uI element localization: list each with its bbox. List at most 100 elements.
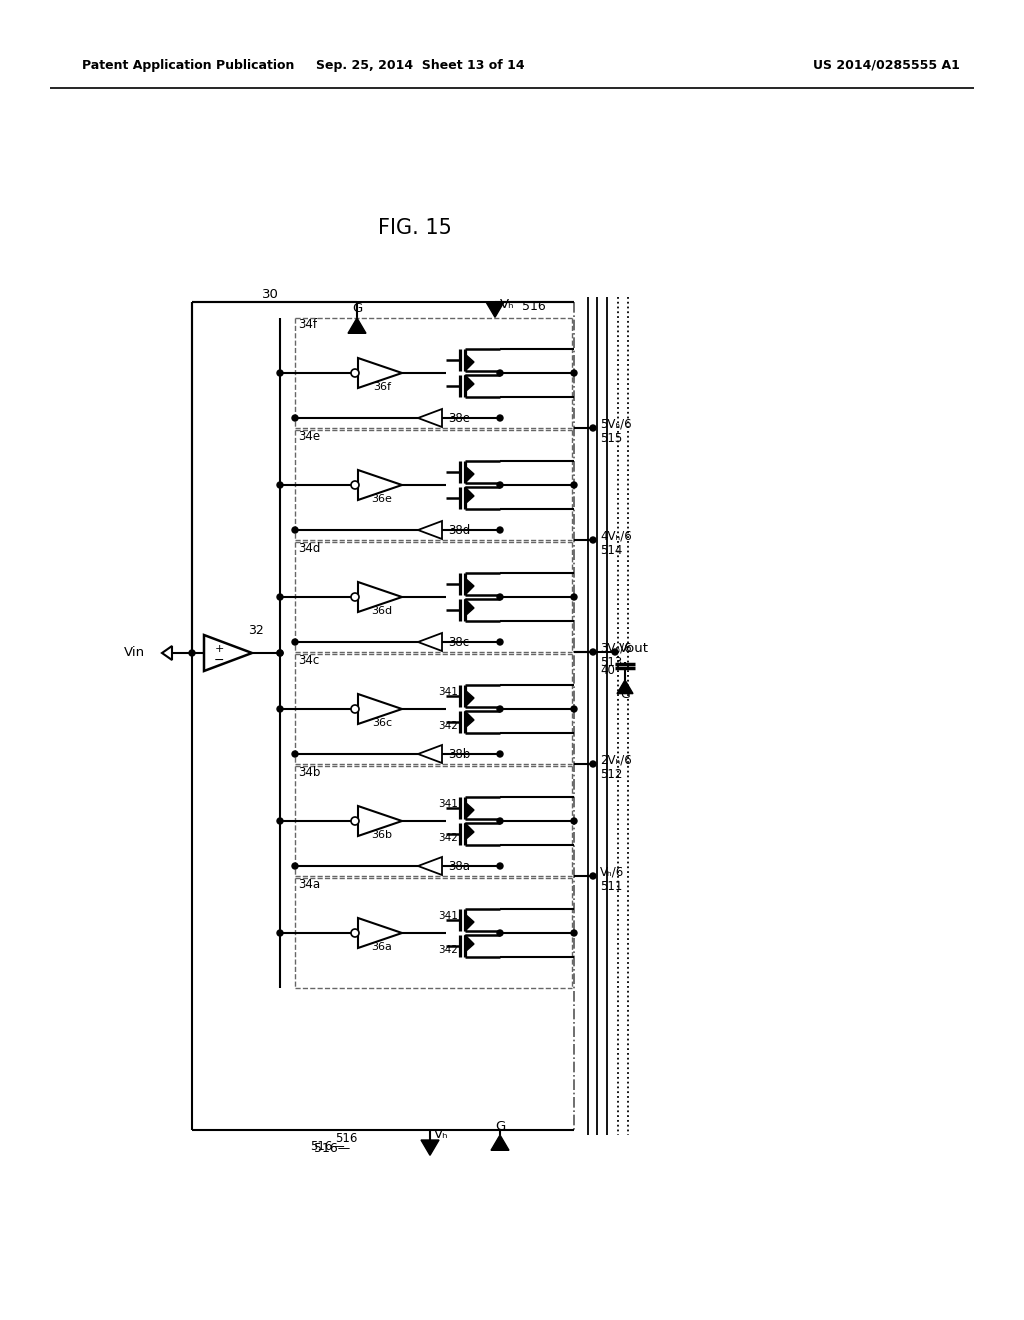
Text: Sep. 25, 2014  Sheet 13 of 14: Sep. 25, 2014 Sheet 13 of 14 — [315, 58, 524, 71]
Text: 516—: 516— — [313, 1142, 350, 1155]
Circle shape — [278, 931, 283, 936]
Polygon shape — [486, 302, 504, 317]
Text: 342: 342 — [438, 833, 458, 843]
Circle shape — [278, 594, 283, 601]
Polygon shape — [418, 634, 442, 651]
Circle shape — [590, 425, 596, 432]
Polygon shape — [465, 487, 474, 504]
Text: US 2014/0285555 A1: US 2014/0285555 A1 — [813, 58, 961, 71]
Polygon shape — [465, 466, 474, 483]
Circle shape — [612, 649, 618, 655]
Circle shape — [571, 594, 577, 601]
Text: 34a: 34a — [298, 879, 321, 891]
Text: 341: 341 — [438, 799, 458, 809]
Polygon shape — [465, 803, 474, 818]
Text: 2Vₕ/6: 2Vₕ/6 — [600, 754, 632, 767]
Text: Patent Application Publication: Patent Application Publication — [82, 58, 294, 71]
Text: 341: 341 — [438, 911, 458, 921]
Text: 34b: 34b — [298, 767, 321, 780]
Circle shape — [571, 931, 577, 936]
Circle shape — [351, 817, 359, 825]
Circle shape — [497, 818, 503, 824]
Text: Vₕ: Vₕ — [434, 1127, 449, 1140]
Text: 36e: 36e — [372, 494, 392, 504]
Circle shape — [351, 929, 359, 937]
Circle shape — [497, 527, 503, 533]
Circle shape — [278, 370, 283, 376]
Polygon shape — [348, 318, 366, 333]
Polygon shape — [358, 582, 402, 612]
Text: 513: 513 — [600, 656, 623, 668]
Text: 32: 32 — [248, 624, 264, 638]
Text: 516: 516 — [522, 300, 546, 313]
Polygon shape — [465, 578, 474, 595]
Text: FIG. 15: FIG. 15 — [378, 218, 452, 238]
Polygon shape — [465, 913, 474, 931]
Circle shape — [497, 482, 503, 488]
Circle shape — [497, 751, 503, 756]
Text: 514: 514 — [600, 544, 623, 557]
Polygon shape — [358, 917, 402, 948]
Text: −: − — [214, 653, 224, 667]
Text: 4Vₕ/6: 4Vₕ/6 — [600, 529, 632, 543]
Polygon shape — [465, 690, 474, 708]
Text: Vout: Vout — [618, 642, 649, 655]
Polygon shape — [162, 645, 172, 660]
Text: 516―: 516― — [310, 1139, 344, 1152]
Polygon shape — [465, 599, 474, 616]
Text: Vₕ/6: Vₕ/6 — [600, 866, 625, 879]
Circle shape — [292, 751, 298, 756]
Polygon shape — [418, 857, 442, 875]
Polygon shape — [358, 807, 402, 836]
Text: 341: 341 — [438, 686, 458, 697]
Circle shape — [497, 931, 503, 936]
Circle shape — [497, 370, 503, 376]
Text: 342: 342 — [438, 945, 458, 954]
Text: 38c: 38c — [449, 636, 469, 649]
Text: +: + — [214, 644, 223, 653]
Text: 34e: 34e — [298, 430, 321, 444]
Circle shape — [351, 705, 359, 713]
Text: 36b: 36b — [372, 830, 392, 840]
Polygon shape — [465, 354, 474, 371]
Polygon shape — [465, 822, 474, 840]
Circle shape — [351, 593, 359, 601]
Polygon shape — [465, 375, 474, 392]
Polygon shape — [418, 409, 442, 426]
Text: 5Vₕ/6: 5Vₕ/6 — [600, 417, 632, 430]
Polygon shape — [204, 635, 252, 671]
Circle shape — [590, 649, 596, 655]
Text: 3Vₕ/6: 3Vₕ/6 — [600, 642, 632, 655]
Circle shape — [278, 482, 283, 488]
Circle shape — [497, 639, 503, 645]
Polygon shape — [617, 680, 633, 693]
Polygon shape — [490, 1135, 509, 1150]
Circle shape — [590, 537, 596, 543]
Text: 38d: 38d — [449, 524, 470, 537]
Circle shape — [292, 639, 298, 645]
Polygon shape — [358, 694, 402, 723]
Text: G: G — [621, 688, 630, 701]
Polygon shape — [418, 521, 442, 539]
Text: 36d: 36d — [372, 606, 392, 616]
Circle shape — [497, 594, 503, 601]
Polygon shape — [358, 470, 402, 500]
Circle shape — [278, 818, 283, 824]
Circle shape — [571, 818, 577, 824]
Text: 40: 40 — [600, 664, 615, 676]
Text: 342: 342 — [438, 721, 458, 731]
Circle shape — [351, 370, 359, 378]
Text: 38e: 38e — [449, 412, 470, 425]
Circle shape — [497, 414, 503, 421]
Circle shape — [292, 414, 298, 421]
Text: Vin: Vin — [124, 647, 145, 660]
Text: Vₕ: Vₕ — [500, 297, 514, 310]
Text: 36c: 36c — [372, 718, 392, 729]
Polygon shape — [465, 935, 474, 952]
Circle shape — [497, 706, 503, 711]
Circle shape — [189, 649, 195, 656]
Text: 34c: 34c — [298, 655, 319, 668]
Circle shape — [590, 762, 596, 767]
Text: 36a: 36a — [372, 942, 392, 952]
Circle shape — [278, 649, 283, 656]
